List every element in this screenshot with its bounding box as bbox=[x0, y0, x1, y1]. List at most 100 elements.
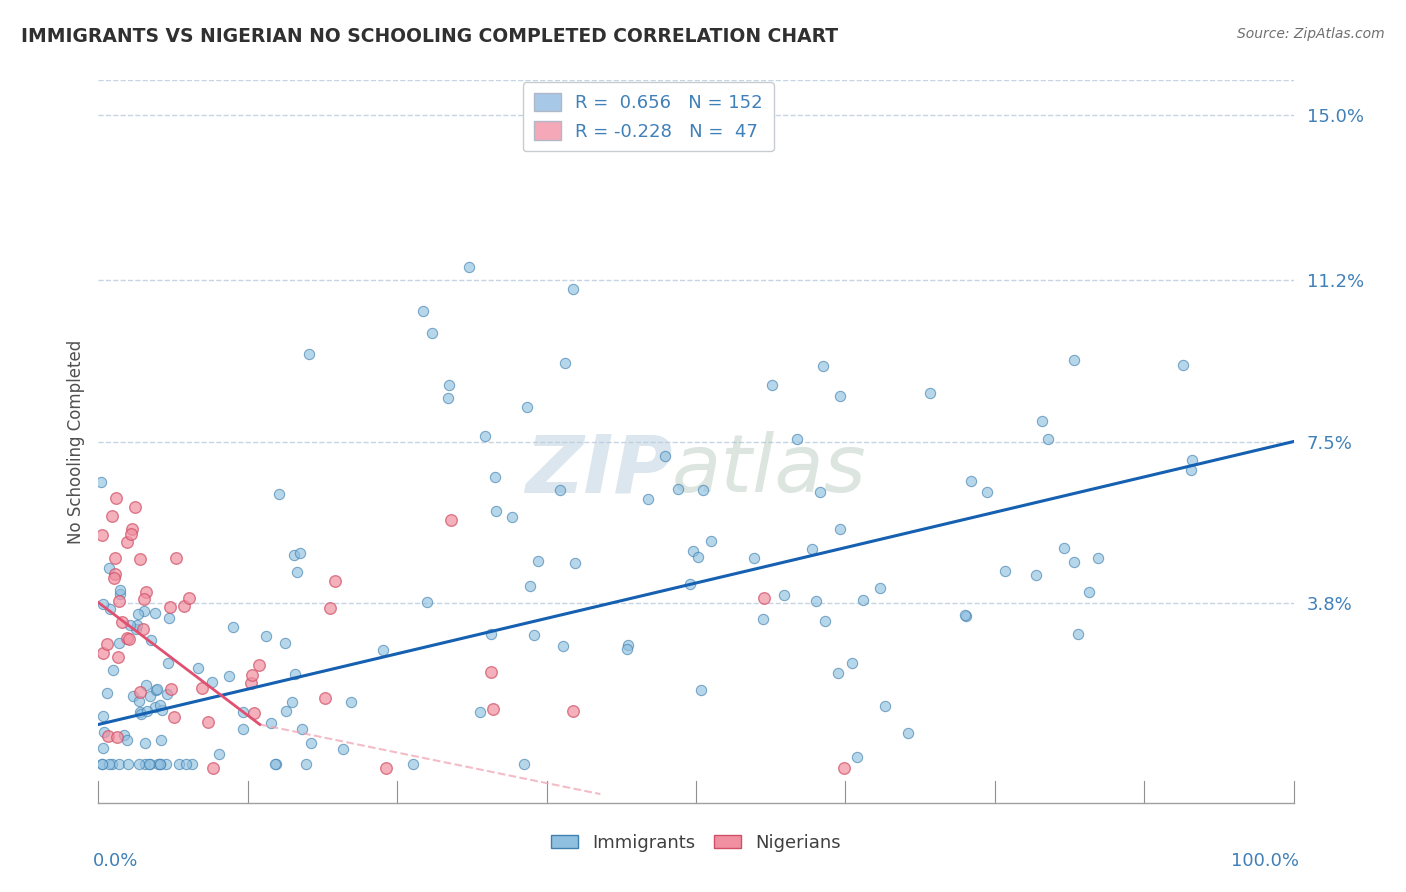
Point bbox=[138, 756, 160, 771]
Point bbox=[1063, 353, 1085, 368]
Point bbox=[135, 678, 157, 692]
Point bbox=[101, 663, 124, 677]
Point bbox=[187, 661, 209, 675]
Point bbox=[679, 576, 702, 591]
Point bbox=[332, 742, 354, 756]
Point bbox=[682, 544, 704, 558]
Point bbox=[276, 704, 298, 718]
Point bbox=[127, 618, 149, 632]
Point bbox=[742, 550, 765, 565]
Point bbox=[136, 704, 159, 718]
Point bbox=[124, 500, 146, 514]
Text: atlas: atlas bbox=[672, 432, 868, 509]
Point bbox=[108, 583, 131, 598]
Point bbox=[479, 665, 502, 680]
Point bbox=[173, 599, 195, 613]
Point bbox=[239, 676, 262, 690]
Point bbox=[108, 593, 131, 607]
Point bbox=[786, 432, 808, 446]
Point bbox=[415, 595, 437, 609]
Point bbox=[897, 726, 920, 740]
Point bbox=[264, 756, 287, 771]
Point bbox=[146, 756, 169, 771]
Point bbox=[955, 608, 977, 623]
Point bbox=[247, 658, 270, 673]
Point bbox=[177, 591, 200, 606]
Point bbox=[115, 534, 138, 549]
Point bbox=[222, 619, 245, 633]
Point bbox=[96, 637, 118, 651]
Point bbox=[617, 638, 640, 652]
Point bbox=[284, 667, 307, 681]
Point bbox=[191, 681, 214, 695]
Point bbox=[564, 556, 586, 570]
Point bbox=[134, 604, 156, 618]
Point bbox=[519, 579, 541, 593]
Point bbox=[1171, 358, 1194, 372]
Point bbox=[299, 736, 322, 750]
Point bbox=[98, 602, 121, 616]
Point bbox=[105, 730, 128, 744]
Point bbox=[134, 756, 156, 771]
Point bbox=[513, 756, 536, 771]
Point bbox=[976, 485, 998, 500]
Point bbox=[91, 527, 114, 541]
Text: ZIP: ZIP bbox=[524, 432, 672, 509]
Legend: Immigrants, Nigerians: Immigrants, Nigerians bbox=[544, 826, 848, 859]
Point bbox=[107, 650, 129, 665]
Point bbox=[281, 695, 304, 709]
Point bbox=[143, 699, 166, 714]
Point bbox=[501, 509, 523, 524]
Point bbox=[218, 669, 240, 683]
Point bbox=[319, 601, 342, 615]
Point bbox=[118, 632, 141, 646]
Point bbox=[155, 756, 177, 771]
Point bbox=[548, 483, 571, 497]
Point bbox=[263, 756, 285, 771]
Point bbox=[808, 484, 831, 499]
Point bbox=[869, 581, 891, 595]
Point bbox=[1077, 585, 1099, 599]
Point bbox=[129, 706, 152, 721]
Text: IMMIGRANTS VS NIGERIAN NO SCHOOLING COMPLETED CORRELATION CHART: IMMIGRANTS VS NIGERIAN NO SCHOOLING COMP… bbox=[21, 27, 838, 45]
Point bbox=[561, 282, 583, 296]
Point bbox=[340, 695, 363, 709]
Point bbox=[828, 522, 851, 536]
Point bbox=[479, 627, 502, 641]
Point bbox=[91, 756, 114, 771]
Point bbox=[90, 475, 112, 489]
Point bbox=[167, 756, 190, 771]
Point bbox=[314, 691, 336, 706]
Point bbox=[97, 729, 120, 743]
Point bbox=[120, 618, 142, 632]
Point bbox=[772, 588, 794, 602]
Point bbox=[91, 741, 114, 756]
Point bbox=[813, 359, 835, 373]
Text: 100.0%: 100.0% bbox=[1232, 852, 1299, 870]
Point bbox=[157, 611, 180, 625]
Point bbox=[97, 560, 120, 574]
Point bbox=[752, 591, 775, 606]
Point bbox=[616, 642, 638, 657]
Point bbox=[91, 598, 114, 612]
Point bbox=[139, 689, 162, 703]
Point bbox=[692, 483, 714, 497]
Text: Source: ZipAtlas.com: Source: ZipAtlas.com bbox=[1237, 27, 1385, 41]
Point bbox=[437, 391, 460, 405]
Point bbox=[254, 629, 277, 643]
Point bbox=[523, 628, 546, 642]
Point bbox=[440, 513, 463, 527]
Point bbox=[139, 756, 162, 771]
Point bbox=[139, 633, 162, 648]
Point bbox=[115, 732, 138, 747]
Point bbox=[200, 675, 222, 690]
Point bbox=[108, 636, 131, 650]
Point bbox=[814, 614, 837, 628]
Point bbox=[156, 687, 179, 701]
Point bbox=[752, 612, 775, 626]
Point bbox=[104, 567, 127, 582]
Point bbox=[128, 705, 150, 719]
Point bbox=[323, 574, 346, 589]
Point bbox=[468, 705, 491, 719]
Point bbox=[283, 548, 305, 562]
